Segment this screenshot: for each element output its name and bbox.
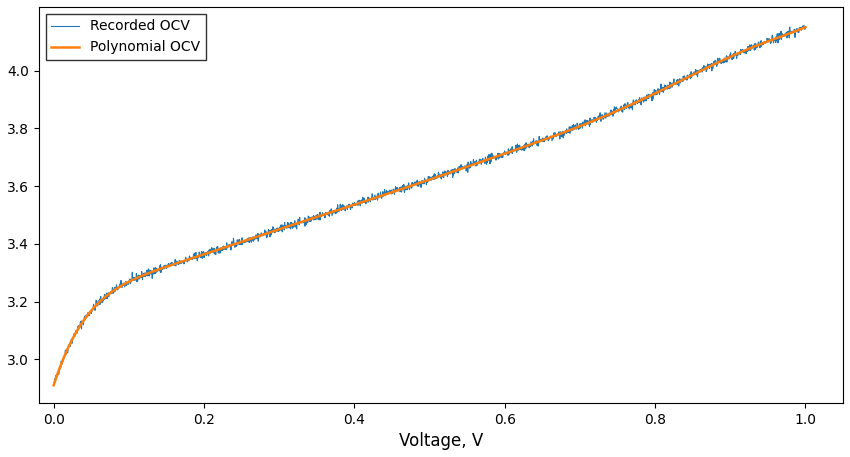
Recorded OCV [394,185,405,190]
Line: Polynomial OCV: Polynomial OCV [54,27,806,385]
Legend: Recorded OCV, Polynomial OCV: Recorded OCV, Polynomial OCV [46,14,206,60]
Polynomial OCV [48,383,59,388]
Recorded OCV [88,308,98,314]
Recorded OCV [799,23,809,28]
Recorded OCV [779,32,789,37]
Recorded OCV [779,34,789,39]
Line: Recorded OCV: Recorded OCV [54,26,806,384]
Recorded OCV [415,181,425,187]
Recorded OCV [641,95,651,101]
X-axis label: Voltage, V: Voltage, V [399,432,483,450]
Polynomial OCV [779,33,789,38]
Recorded OCV [801,26,811,32]
Polynomial OCV [801,24,811,30]
Polynomial OCV [394,187,405,192]
Recorded OCV [49,382,60,387]
Polynomial OCV [779,33,789,38]
Polynomial OCV [87,307,97,313]
Polynomial OCV [414,181,424,186]
Recorded OCV [48,382,59,387]
Polynomial OCV [641,95,651,101]
